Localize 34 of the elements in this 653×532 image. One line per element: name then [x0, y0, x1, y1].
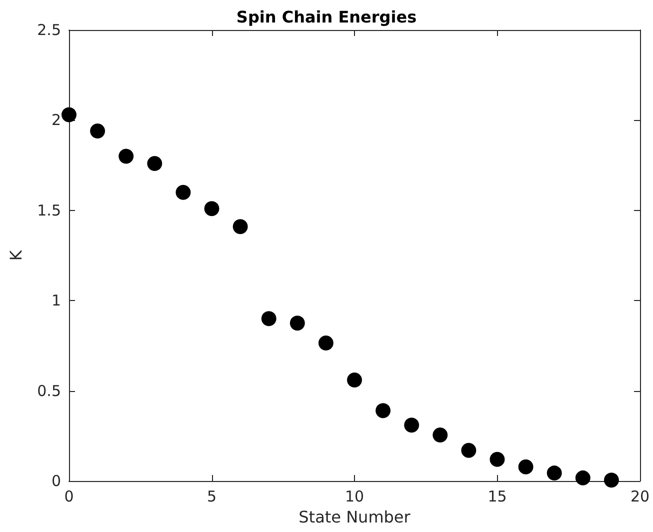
point	[232, 219, 248, 234]
point	[176, 184, 191, 200]
point	[404, 418, 420, 433]
y-tick-label: 1	[51, 292, 61, 310]
y-tick-label: 0	[51, 472, 61, 490]
y-axis-title: K	[6, 250, 26, 261]
point	[546, 466, 562, 481]
point	[518, 459, 534, 474]
point	[147, 156, 162, 171]
y-tick-label: 0.5	[37, 382, 61, 400]
point	[204, 201, 220, 216]
point	[90, 124, 106, 139]
point	[318, 335, 334, 350]
x-tick-label: 20	[630, 488, 650, 506]
point	[490, 452, 505, 467]
point	[62, 107, 76, 122]
point	[347, 372, 362, 388]
x-tick-label: 5	[206, 488, 217, 506]
point	[432, 428, 448, 442]
y-tick-label: 2.5	[37, 21, 61, 39]
x-tick-label: 15	[488, 488, 507, 506]
y-tick-label: 2	[51, 111, 61, 130]
point	[575, 470, 590, 486]
point	[604, 472, 619, 488]
x-axis-title: State Number	[298, 507, 411, 526]
x-tick-label: 0	[64, 488, 74, 506]
point	[261, 311, 276, 326]
y-tick-label: 1.5	[37, 201, 61, 220]
point	[118, 148, 134, 164]
point	[290, 316, 305, 331]
point	[461, 442, 476, 458]
x-tick-label: 10	[344, 488, 364, 506]
point	[376, 403, 391, 418]
chart-title: Spin Chain Energies	[236, 8, 417, 26]
